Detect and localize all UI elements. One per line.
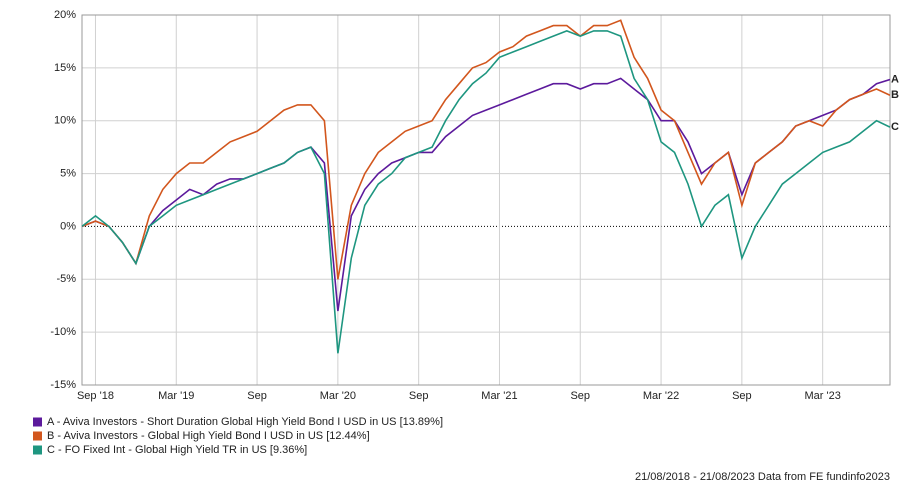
end-label: C	[891, 121, 899, 133]
y-tick-label: -10%	[50, 326, 76, 338]
legend-label: B - Aviva Investors - Global High Yield …	[47, 430, 370, 442]
legend-swatch	[33, 431, 42, 441]
legend-swatch	[33, 445, 42, 455]
y-tick-label: -5%	[56, 273, 76, 285]
legend-label: C - FO Fixed Int - Global High Yield TR …	[47, 444, 307, 456]
x-tick-label: Mar '22	[643, 390, 679, 402]
y-tick-label: 15%	[54, 62, 76, 74]
end-label: B	[891, 89, 899, 101]
x-tick-label: Sep	[409, 390, 429, 402]
end-label: A	[891, 73, 899, 85]
y-tick-label: 10%	[54, 115, 76, 127]
x-tick-label: Mar '23	[804, 390, 840, 402]
x-tick-label: Sep	[570, 390, 590, 402]
legend-label: A - Aviva Investors - Short Duration Glo…	[47, 416, 443, 428]
series-line	[81, 19, 891, 280]
y-tick-label: -15%	[50, 379, 76, 391]
y-tick-label: 0%	[60, 220, 76, 232]
footer: 21/08/2018 - 21/08/2023 Data from FE fun…	[635, 471, 890, 483]
legend-swatch	[33, 417, 42, 427]
x-tick-label: Sep	[247, 390, 267, 402]
x-tick-label: Mar '20	[320, 390, 356, 402]
x-tick-label: Mar '21	[481, 390, 517, 402]
series-line	[81, 30, 891, 354]
x-tick-label: Sep '18	[77, 390, 114, 402]
plot-frame	[81, 14, 891, 386]
y-tick-label: 20%	[54, 9, 76, 21]
x-tick-label: Mar '19	[158, 390, 194, 402]
x-tick-label: Sep	[732, 390, 752, 402]
y-tick-label: 5%	[60, 167, 76, 179]
